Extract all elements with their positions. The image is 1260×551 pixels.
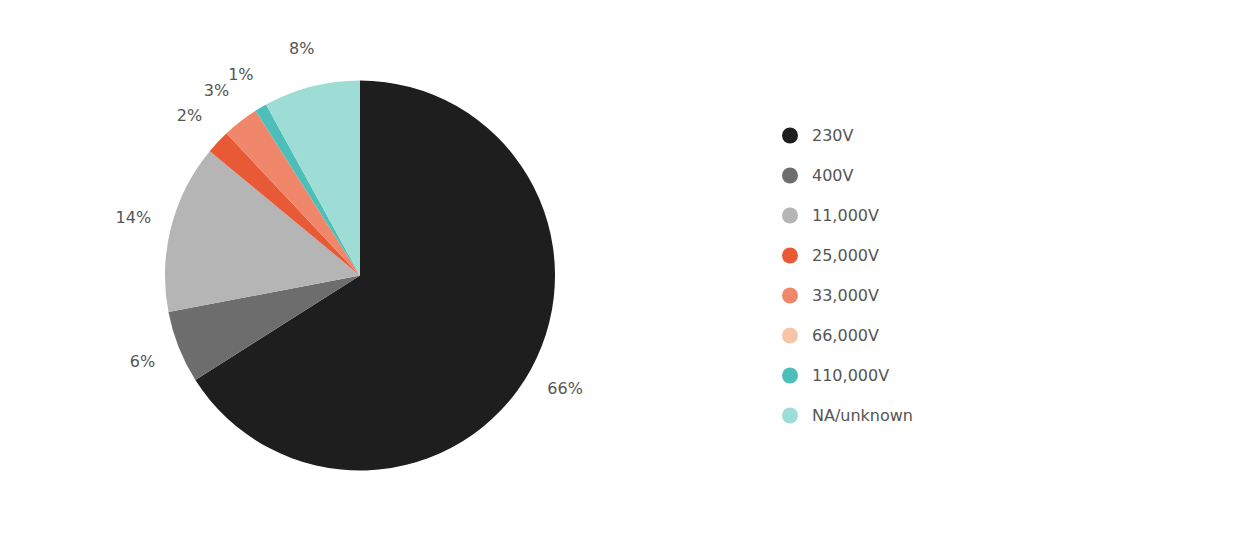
pie-slice <box>266 81 360 276</box>
slices <box>165 81 555 471</box>
legend-swatch <box>782 288 798 304</box>
data-label: 14% <box>116 208 152 227</box>
legend-label: NA/unknown <box>812 406 913 425</box>
data-label: 66% <box>547 379 583 398</box>
chart: 66% 6% 14% 2%3%1% 8% 230V 400V 11,000V 25,000V 33… <box>0 0 1260 551</box>
data-label: 1% <box>228 65 253 84</box>
legend-item: 230V <box>782 126 854 145</box>
data-label: 6% <box>130 352 155 371</box>
legend-label: 11,000V <box>812 206 879 225</box>
legend-swatch <box>782 208 798 224</box>
legend-item: 66,000V <box>782 326 879 345</box>
data-label: 2% <box>177 106 202 125</box>
legend-item: NA/unknown <box>782 406 913 425</box>
legend-item: 11,000V <box>782 206 879 225</box>
legend-label: 230V <box>812 126 854 145</box>
legend-item: 25,000V <box>782 246 879 265</box>
legend-label: 33,000V <box>812 286 879 305</box>
legend-swatch <box>782 168 798 184</box>
legend-swatch <box>782 328 798 344</box>
legend-label: 110,000V <box>812 366 889 385</box>
legend-label: 400V <box>812 166 854 185</box>
legend-item: 33,000V <box>782 286 879 305</box>
legend-item: 110,000V <box>782 366 889 385</box>
data-label: 3% <box>204 81 229 100</box>
legend-swatch <box>782 368 798 384</box>
legend: 230V 400V 11,000V 25,000V 33,000V 66,000V 110,… <box>782 126 913 425</box>
legend-swatch <box>782 408 798 424</box>
legend-label: 25,000V <box>812 246 879 265</box>
data-labels: 66% 6% 14% 2%3%1% 8% <box>116 39 583 397</box>
legend-swatch <box>782 128 798 144</box>
legend-swatch <box>782 248 798 264</box>
data-label: 8% <box>289 39 314 58</box>
legend-item: 400V <box>782 166 854 185</box>
legend-label: 66,000V <box>812 326 879 345</box>
